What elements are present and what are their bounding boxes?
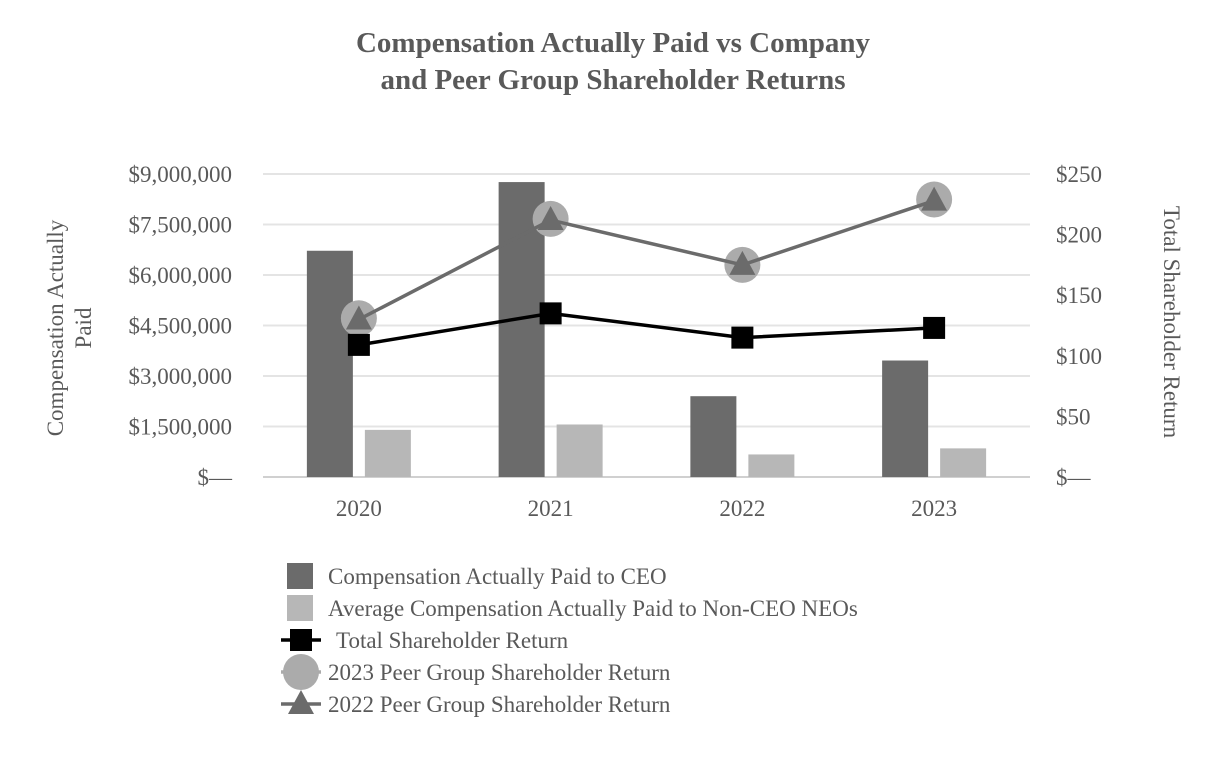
legend-swatch-bar-0 <box>287 563 313 589</box>
bar-ceo-2020 <box>306 250 353 477</box>
point-tsr-2020 <box>347 333 370 356</box>
legend-marker-4 <box>288 690 314 714</box>
right-axis-ticks: $— $50 $100 $150 $200 $250 <box>1056 162 1102 490</box>
bar-non-ceo-2020 <box>364 429 411 477</box>
bar-ceo-2021 <box>498 182 545 477</box>
legend-label-2: Total Shareholder Return <box>336 628 569 653</box>
chart-title-line-1: Compensation Actually Paid vs Company <box>356 27 871 59</box>
left-tick-label: $6,000,000 <box>129 263 233 288</box>
x-label-2020: 2020 <box>336 496 382 521</box>
right-tick-label: $150 <box>1056 283 1102 308</box>
left-tick-label: $3,000,000 <box>129 364 233 389</box>
point-peer-2022-2023 <box>921 186 948 211</box>
legend-label-3: 2023 Peer Group Shareholder Return <box>328 660 671 685</box>
x-label-2023: 2023 <box>911 496 957 521</box>
legend-label-1: Average Compensation Actually Paid to No… <box>328 596 858 621</box>
line-tsr <box>358 311 935 347</box>
legend-marker-3 <box>283 654 319 690</box>
left-axis-title-line-2: Paid <box>71 307 96 348</box>
x-label-2021: 2021 <box>528 496 574 521</box>
line-peer-2022 <box>358 199 935 321</box>
right-tick-label: $100 <box>1056 344 1102 369</box>
bar-non-ceo-2022 <box>748 454 795 477</box>
point-tsr-2021 <box>539 302 562 325</box>
right-tick-label: $250 <box>1056 162 1102 187</box>
point-peer-2022-2022 <box>729 250 756 275</box>
right-axis-title: Total Shareholder Return <box>1159 206 1184 439</box>
x-axis-labels: 2020 2021 2022 2023 <box>336 496 957 521</box>
left-tick-label: $— <box>198 465 234 490</box>
left-tick-label: $9,000,000 <box>129 162 233 187</box>
legend-swatch-bar-1 <box>287 595 313 621</box>
gridlines <box>263 173 1030 478</box>
chart-title-line-2: and Peer Group Shareholder Returns <box>380 64 845 96</box>
legend-label-4: 2022 Peer Group Shareholder Return <box>328 692 671 717</box>
bar-ceo-2023 <box>882 360 929 477</box>
right-tick-label: $50 <box>1056 404 1091 429</box>
left-tick-label: $7,500,000 <box>129 213 233 238</box>
legend-marker-2 <box>290 629 312 651</box>
point-peer-2022-2021 <box>537 206 564 231</box>
left-axis-title-line-1: Compensation Actually <box>43 219 68 436</box>
left-tick-label: $4,500,000 <box>129 314 233 339</box>
bar-non-ceo-2023 <box>940 448 987 477</box>
left-axis-ticks: $— $1,500,000 $3,000,000 $4,500,000 $6,000,0… <box>129 162 234 490</box>
x-label-2022: 2022 <box>719 496 765 521</box>
point-peer-2022-2020 <box>345 305 372 330</box>
point-tsr-2023 <box>923 316 946 339</box>
right-tick-label: $200 <box>1056 223 1102 248</box>
legend-label-0: Compensation Actually Paid to CEO <box>328 564 667 589</box>
bars <box>306 182 987 477</box>
lines <box>340 181 953 356</box>
bar-non-ceo-2021 <box>556 424 603 477</box>
left-tick-label: $1,500,000 <box>129 415 233 440</box>
right-tick-label: $— <box>1056 465 1092 490</box>
bar-ceo-2022 <box>690 396 737 477</box>
legend: Compensation Actually Paid to CEO Average… <box>281 563 858 717</box>
point-tsr-2022 <box>731 326 754 349</box>
